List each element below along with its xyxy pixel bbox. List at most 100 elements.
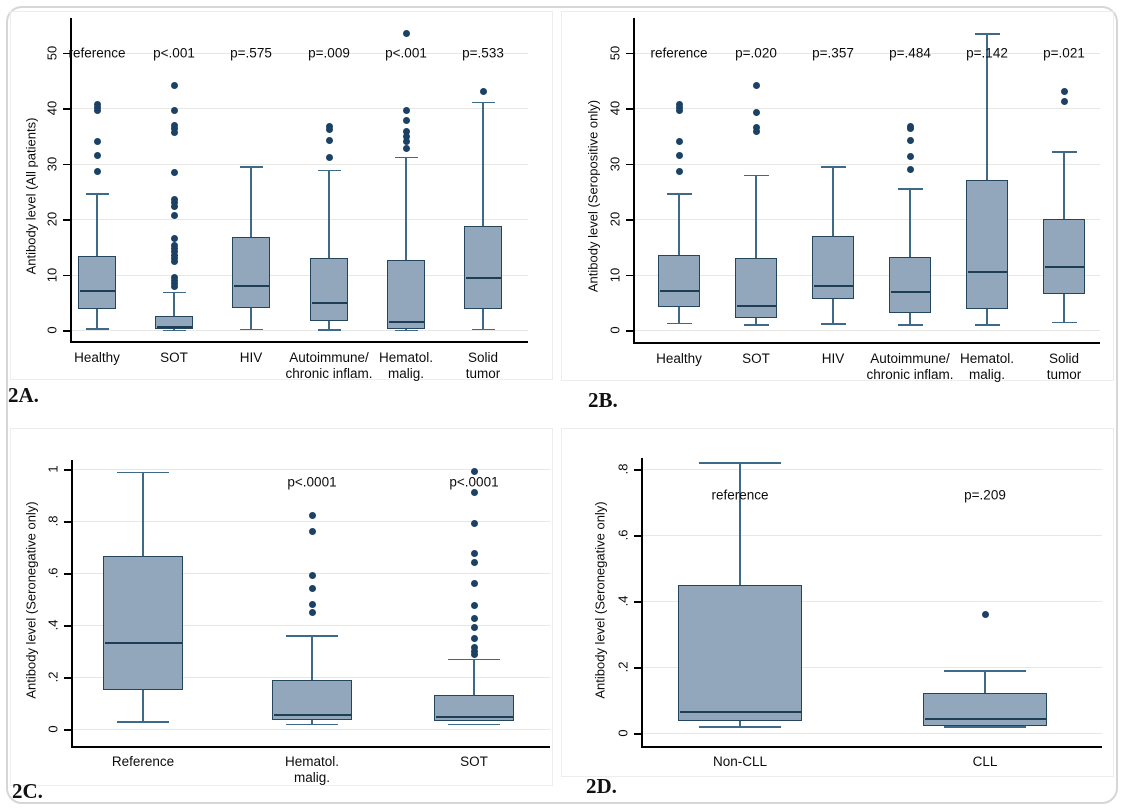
outlier-dot xyxy=(675,101,683,109)
y-gridline xyxy=(73,729,550,730)
outlier-dot xyxy=(93,101,101,109)
y-tick-label: .8 xyxy=(45,515,61,527)
y-gridline xyxy=(72,274,528,276)
outlier-dot xyxy=(470,643,478,651)
median-line xyxy=(736,304,776,307)
y-tick-label: 40 xyxy=(44,100,60,116)
outlier-dot xyxy=(470,550,478,557)
outlier-dot xyxy=(479,88,487,96)
panel-tag-2a: 2A. xyxy=(8,383,39,407)
y-gridline xyxy=(73,469,550,470)
y-gridline xyxy=(643,733,1102,734)
outlier-dot xyxy=(906,153,914,161)
y-gridline xyxy=(73,625,550,626)
box-plot-box xyxy=(1043,219,1085,295)
y-gridline xyxy=(635,330,1100,331)
y-tickmark xyxy=(64,573,72,575)
y-gridline xyxy=(72,330,528,331)
outlier-dot xyxy=(170,169,178,177)
category-label: Hematol. malig. xyxy=(378,350,434,382)
y-tickmark xyxy=(63,330,71,332)
median-line xyxy=(104,642,182,645)
outlier-dot xyxy=(170,203,178,211)
outlier-dot xyxy=(170,212,178,220)
upper-whisker-cap xyxy=(897,188,923,191)
y-tick-label: 40 xyxy=(607,100,623,116)
median-line xyxy=(435,716,513,719)
median-line xyxy=(156,326,192,329)
y-tick-label: 30 xyxy=(44,156,60,171)
y-tickmark xyxy=(626,108,634,110)
y-tick-label: .4 xyxy=(45,619,61,631)
median-line xyxy=(659,290,699,293)
p-value-annotation: p=.009 xyxy=(308,45,350,60)
y-gridline xyxy=(635,274,1100,276)
p-value-annotation: p=.533 xyxy=(462,45,504,60)
p-value-annotation: reference xyxy=(711,487,769,503)
category-label: Solid tumor xyxy=(465,350,501,382)
category-label: CLL xyxy=(972,754,998,769)
category-label: Solid tumor xyxy=(1046,351,1082,383)
lower-whisker xyxy=(311,719,313,724)
y-gridline xyxy=(73,521,550,522)
p-value-annotation: p=.021 xyxy=(1043,45,1085,60)
y-tickmark xyxy=(634,667,642,669)
y-axis-label: Antibody level (Seropositive only) xyxy=(585,99,601,293)
y-tickmark xyxy=(626,163,634,165)
y-tick-label: 0 xyxy=(45,725,61,733)
lower-whisker-cap xyxy=(286,723,338,726)
median-line xyxy=(813,284,853,287)
y-tickmark xyxy=(63,163,71,165)
lower-whisker-cap xyxy=(666,322,692,325)
outlier-dot xyxy=(675,152,683,160)
y-tick-label: 10 xyxy=(607,267,623,282)
y-gridline xyxy=(635,52,1100,54)
upper-whisker xyxy=(96,192,98,256)
x-axis-line xyxy=(641,746,1102,748)
lower-whisker xyxy=(142,690,144,722)
category-label: HIV xyxy=(239,350,263,365)
y-tick-label: 0 xyxy=(615,729,631,737)
median-line xyxy=(388,320,424,323)
median-line xyxy=(311,301,347,304)
p-value-annotation: p=.020 xyxy=(735,45,777,60)
outlier-dot xyxy=(1060,87,1068,95)
outlier-dot xyxy=(402,116,410,124)
box-plot-box xyxy=(678,585,802,722)
y-tick-label: 0 xyxy=(44,326,60,334)
outlier-dot xyxy=(170,199,178,207)
y-tickmark xyxy=(64,677,72,679)
panel-tag-2b: 2B. xyxy=(588,388,618,412)
lower-whisker-cap xyxy=(1051,321,1077,324)
y-tickmark xyxy=(626,52,634,54)
outlier-dot xyxy=(170,195,178,203)
upper-whisker xyxy=(832,166,834,236)
lower-whisker xyxy=(405,328,407,330)
box-plot-box xyxy=(889,256,931,313)
p-value-annotation: p<.001 xyxy=(153,45,195,60)
outlier-dot xyxy=(402,29,410,37)
outlier-dot xyxy=(170,82,178,90)
outlier-dot xyxy=(752,123,760,131)
y-tickmark xyxy=(63,52,71,54)
upper-whisker-cap xyxy=(1051,151,1077,153)
y-tickmark xyxy=(63,274,71,276)
outlier-dot xyxy=(752,108,760,116)
y-tick-label: 50 xyxy=(607,45,623,60)
outlier-dot xyxy=(675,138,683,146)
lower-whisker-cap xyxy=(394,329,418,332)
y-gridline xyxy=(72,219,528,220)
box-plot-box xyxy=(272,679,352,720)
outlier-dot xyxy=(470,634,478,642)
outlier-dot xyxy=(308,572,316,580)
p-value-annotation: reference xyxy=(68,45,126,60)
outlier-dot xyxy=(308,600,316,608)
lower-whisker-cap xyxy=(85,328,109,330)
median-line xyxy=(1044,266,1084,269)
p-value-annotation: p<.0001 xyxy=(287,474,337,490)
upper-whisker-cap xyxy=(448,658,500,661)
p-value-annotation: reference xyxy=(650,45,708,60)
category-label: Autoimmune/ chronic inflam. xyxy=(285,350,373,382)
y-tick-label: .2 xyxy=(45,671,61,683)
